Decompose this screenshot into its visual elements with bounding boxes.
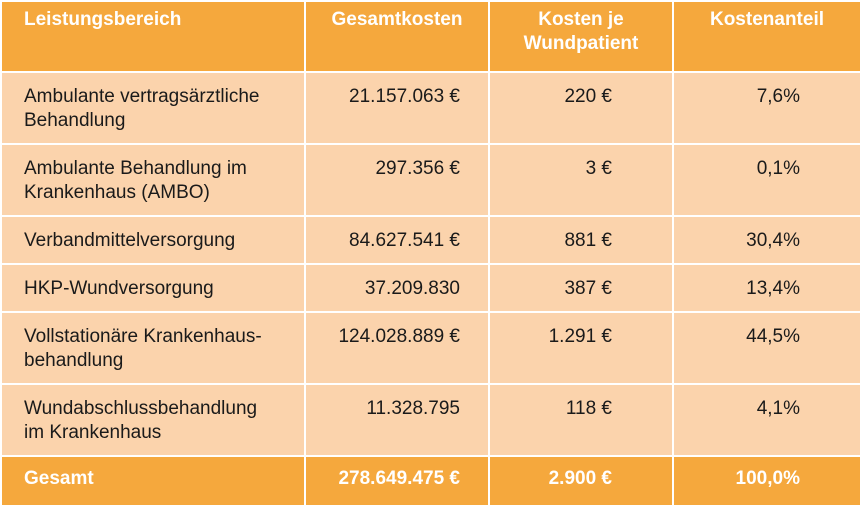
- header-area: Leistungsbereich: [0, 0, 306, 73]
- table-row: Wundabschlussbehandlung im Krankenhaus 11.…: [0, 383, 860, 457]
- service-area-text: Ambulante Behandlung im: [24, 158, 247, 179]
- cost-per-patient-cell: 3 €: [488, 143, 674, 217]
- cost-per-patient-cell: 1.291 €: [488, 311, 674, 385]
- service-area-cell: HKP-Wundversorgung: [0, 263, 306, 313]
- service-area-text: Ambulante vertragsärztliche: [24, 86, 260, 107]
- total-costs-cell: 297.356 €: [304, 143, 490, 217]
- cost-share-cell: 0,1%: [672, 143, 860, 217]
- cost-share-cell: 30,4%: [672, 215, 860, 265]
- service-area-text: HKP-Wundversorgung: [24, 278, 214, 299]
- header-total-costs: Gesamtkosten: [304, 0, 490, 73]
- cost-share-cell: 13,4%: [672, 263, 860, 313]
- service-area-text: Verbandmittelversorgung: [24, 230, 236, 251]
- total-cost-per-patient: 2.900 €: [488, 455, 674, 507]
- service-area-text: Krankenhaus (AMBO): [24, 182, 210, 203]
- cost-per-patient-cell: 881 €: [488, 215, 674, 265]
- table-row: Ambulante Behandlung im Krankenhaus (AMBO…: [0, 143, 860, 217]
- table-row: Verbandmittelversorgung 84.627.541 €881 €…: [0, 215, 860, 265]
- header-cost-per-patient: Kosten je Wundpatient: [488, 0, 674, 73]
- cost-share-cell: 44,5%: [672, 311, 860, 385]
- total-costs-cell: 11.328.795: [304, 383, 490, 457]
- header-cost-per-patient-line1: Kosten je: [538, 9, 624, 30]
- header-row: Leistungsbereich Gesamtkosten Kosten je …: [0, 0, 860, 73]
- cost-per-patient-cell: 118 €: [488, 383, 674, 457]
- table-row: Vollstationäre Krankenhaus-behandlung 124…: [0, 311, 860, 385]
- header-cost-share: Kostenanteil: [672, 0, 860, 73]
- total-costs: 278.649.475 €: [304, 455, 490, 507]
- total-costs-cell: 84.627.541 €: [304, 215, 490, 265]
- service-area-cell: Verbandmittelversorgung: [0, 215, 306, 265]
- cost-share-cell: 7,6%: [672, 71, 860, 145]
- cost-share-cell: 4,1%: [672, 383, 860, 457]
- total-costs-cell: 21.157.063 €: [304, 71, 490, 145]
- header-cost-per-patient-line2: Wundpatient: [523, 33, 639, 54]
- cost-per-patient-cell: 220 €: [488, 71, 674, 145]
- service-area-text: Behandlung: [24, 110, 126, 131]
- table-row: Ambulante vertragsärztliche Behandlung 21.…: [0, 71, 860, 145]
- cost-per-patient-cell: 387 €: [488, 263, 674, 313]
- total-costs-cell: 124.028.889 €: [304, 311, 490, 385]
- service-area-cell: Ambulante vertragsärztliche Behandlung: [0, 71, 306, 145]
- total-row: Gesamt 278.649.475 € 2.900 € 100,0%: [0, 455, 860, 507]
- total-label: Gesamt: [0, 455, 306, 507]
- service-area-text: behandlung: [24, 350, 124, 371]
- service-area-text: im Krankenhaus: [24, 422, 162, 443]
- total-cost-share: 100,0%: [672, 455, 860, 507]
- table-row: HKP-Wundversorgung 37.209.830 387 €13,4%: [0, 263, 860, 313]
- service-area-cell: Ambulante Behandlung im Krankenhaus (AMBO…: [0, 143, 306, 217]
- service-area-text: Wundabschlussbehandlung: [24, 398, 258, 419]
- service-area-cell: Vollstationäre Krankenhaus-behandlung: [0, 311, 306, 385]
- service-area-text: Vollstationäre Krankenhaus-: [24, 326, 262, 347]
- total-costs-cell: 37.209.830: [304, 263, 490, 313]
- service-area-cell: Wundabschlussbehandlung im Krankenhaus: [0, 383, 306, 457]
